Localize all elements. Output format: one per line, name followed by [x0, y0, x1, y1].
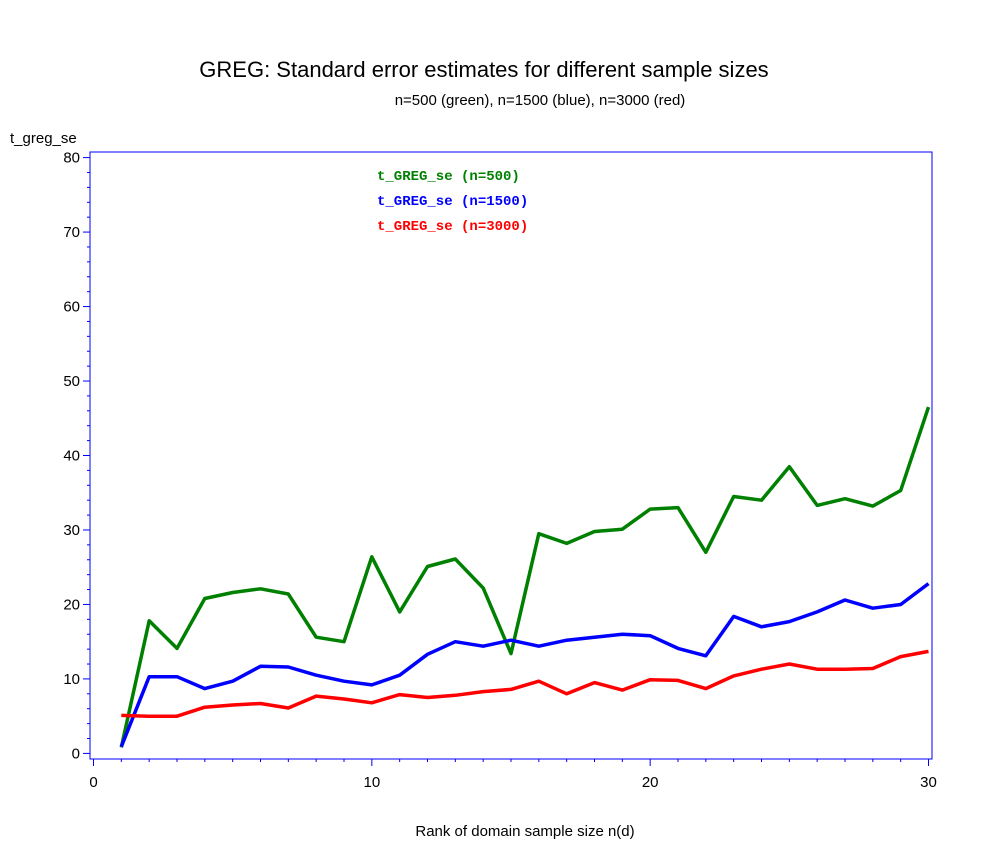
series-line-1 — [119, 582, 930, 748]
y-tick-label: 10 — [63, 671, 80, 688]
legend-entry-2: t_GREG_se (n=3000) — [377, 219, 528, 235]
y-tick-label: 60 — [63, 299, 80, 316]
y-tick-label: 50 — [63, 373, 80, 390]
x-axis-label: Rank of domain sample size n(d) — [415, 823, 635, 840]
x-tick-label: 0 — [89, 774, 97, 791]
legend: t_GREG_se (n=500) t_GREG_se (n=1500) t_GRE… — [377, 169, 528, 235]
y-tick-label: 40 — [63, 448, 80, 465]
y-tick-label: 70 — [63, 224, 80, 241]
y-tick-label: 30 — [63, 522, 80, 539]
series-layer — [119, 406, 931, 748]
x-tick-label: 30 — [920, 774, 937, 791]
x-tick-label: 20 — [642, 774, 659, 791]
chart-title: GREG: Standard error estimates for diffe… — [199, 57, 769, 82]
legend-entry-0: t_GREG_se (n=500) — [377, 169, 520, 185]
y-tick-label: 20 — [63, 596, 80, 613]
y-tick-label: 80 — [63, 150, 80, 167]
axis-ticks: 0 10 20 30 40 50 60 70 80 0 10 20 30 — [63, 150, 937, 791]
chart-subtitle: n=500 (green), n=1500 (blue), n=3000 (re… — [394, 92, 686, 109]
legend-entry-1: t_GREG_se (n=1500) — [377, 194, 528, 210]
y-tick-label: 0 — [72, 745, 80, 762]
x-tick-label: 10 — [363, 774, 380, 791]
y-axis-label: t_greg_se — [10, 130, 77, 147]
series-line-2 — [121, 649, 929, 718]
series-line-0 — [119, 406, 931, 748]
